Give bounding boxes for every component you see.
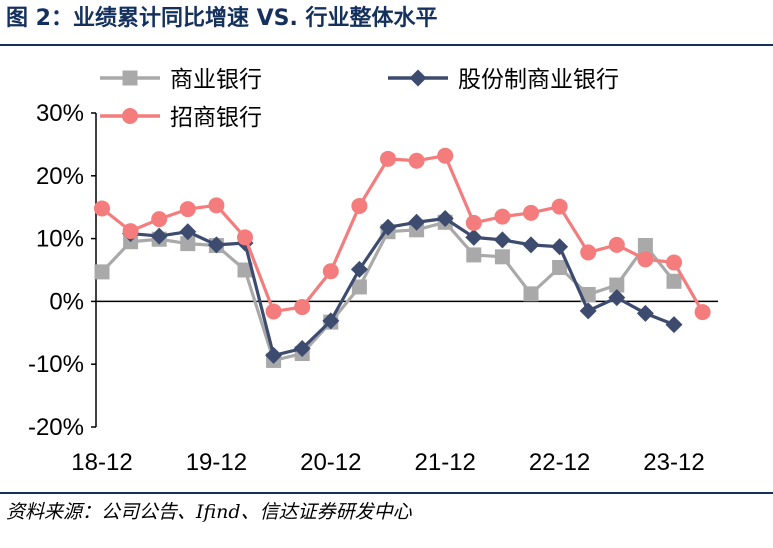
data-point-diamond	[350, 260, 368, 278]
data-point-square	[666, 273, 682, 289]
data-point-diamond	[409, 69, 427, 87]
legend-item: 股份制商业银行	[388, 67, 619, 93]
series-1	[122, 210, 683, 364]
data-point-circle	[179, 201, 196, 218]
data-point-square	[466, 247, 482, 263]
x-tick-label: 18-12	[71, 449, 132, 476]
data-point-diamond	[665, 316, 683, 334]
data-point-square	[122, 70, 138, 86]
data-point-circle	[237, 229, 253, 246]
data-point-square	[609, 277, 625, 293]
data-point-circle	[151, 211, 168, 228]
data-point-square	[637, 238, 653, 254]
data-point-circle	[494, 208, 511, 225]
y-tick-label: 0%	[49, 288, 84, 315]
data-point-circle	[637, 251, 654, 268]
data-point-square	[351, 279, 367, 295]
data-point-diamond	[150, 227, 168, 245]
data-point-diamond	[579, 302, 597, 320]
data-point-diamond	[436, 210, 454, 228]
data-point-circle	[694, 304, 711, 321]
legend-label: 招商银行	[170, 105, 262, 131]
data-point-circle	[408, 152, 425, 169]
source-note: 资料来源：公司公告、Ifind、信达证券研发中心	[6, 501, 412, 523]
data-point-circle	[580, 244, 597, 261]
x-tick-label: 19-12	[186, 449, 247, 476]
data-point-diamond	[551, 238, 569, 256]
data-point-circle	[437, 147, 454, 164]
data-point-circle	[465, 214, 482, 231]
series-group	[94, 147, 711, 368]
data-point-circle	[122, 223, 139, 240]
y-tick-label: 20%	[36, 163, 84, 190]
y-tick-label: -10%	[28, 351, 84, 378]
data-point-circle	[265, 303, 282, 320]
y-tick-label: -20%	[28, 414, 84, 441]
data-point-circle	[322, 263, 339, 280]
data-point-square	[180, 236, 196, 252]
data-point-circle	[523, 204, 539, 221]
data-point-diamond	[293, 340, 311, 357]
title-rule	[0, 44, 773, 46]
data-point-diamond	[636, 304, 654, 322]
data-point-square	[94, 264, 110, 280]
data-point-circle	[122, 108, 138, 124]
data-point-diamond	[265, 346, 283, 364]
data-point-diamond	[379, 218, 397, 236]
x-tick-label: 20-12	[300, 449, 361, 476]
data-point-circle	[380, 150, 396, 167]
legend-item: 商业银行	[100, 67, 262, 93]
y-tick-label: 10%	[36, 226, 84, 253]
data-point-diamond	[408, 213, 426, 231]
chart-title: 图 2：业绩累计同比增速 VS. 行业整体水平	[6, 6, 438, 31]
data-point-circle	[94, 200, 110, 217]
data-point-circle	[666, 254, 682, 271]
data-point-diamond	[207, 236, 225, 254]
data-point-diamond	[608, 289, 626, 307]
legend-label: 股份制商业银行	[458, 67, 619, 93]
data-point-diamond	[322, 312, 340, 330]
legend-item: 招商银行	[100, 105, 262, 131]
data-point-diamond	[179, 223, 197, 241]
x-tick-label: 21-12	[415, 449, 476, 476]
data-point-square	[552, 259, 568, 275]
x-tick-label: 22-12	[529, 449, 590, 476]
data-point-diamond	[465, 228, 483, 246]
data-point-circle	[294, 299, 311, 316]
series-line	[101, 154, 704, 314]
series-0	[94, 214, 682, 368]
data-point-circle	[551, 198, 568, 215]
data-point-square	[580, 286, 596, 302]
data-point-diamond	[493, 231, 511, 249]
legend-label: 商业银行	[170, 67, 262, 93]
data-point-circle	[208, 197, 225, 214]
series-2	[94, 147, 711, 321]
y-tick-label: 30%	[36, 100, 84, 127]
data-point-square	[494, 249, 510, 265]
data-point-square	[237, 262, 253, 278]
data-point-square	[523, 286, 539, 302]
data-point-circle	[351, 197, 368, 214]
axes: 30% 20% 10% 0% -10% -20% 18-12 19-12 20-12 21-12 2…	[28, 100, 718, 476]
source-rule	[0, 492, 773, 494]
x-tick-label: 23-12	[643, 449, 704, 476]
data-point-circle	[608, 236, 625, 253]
data-point-diamond	[522, 236, 540, 254]
